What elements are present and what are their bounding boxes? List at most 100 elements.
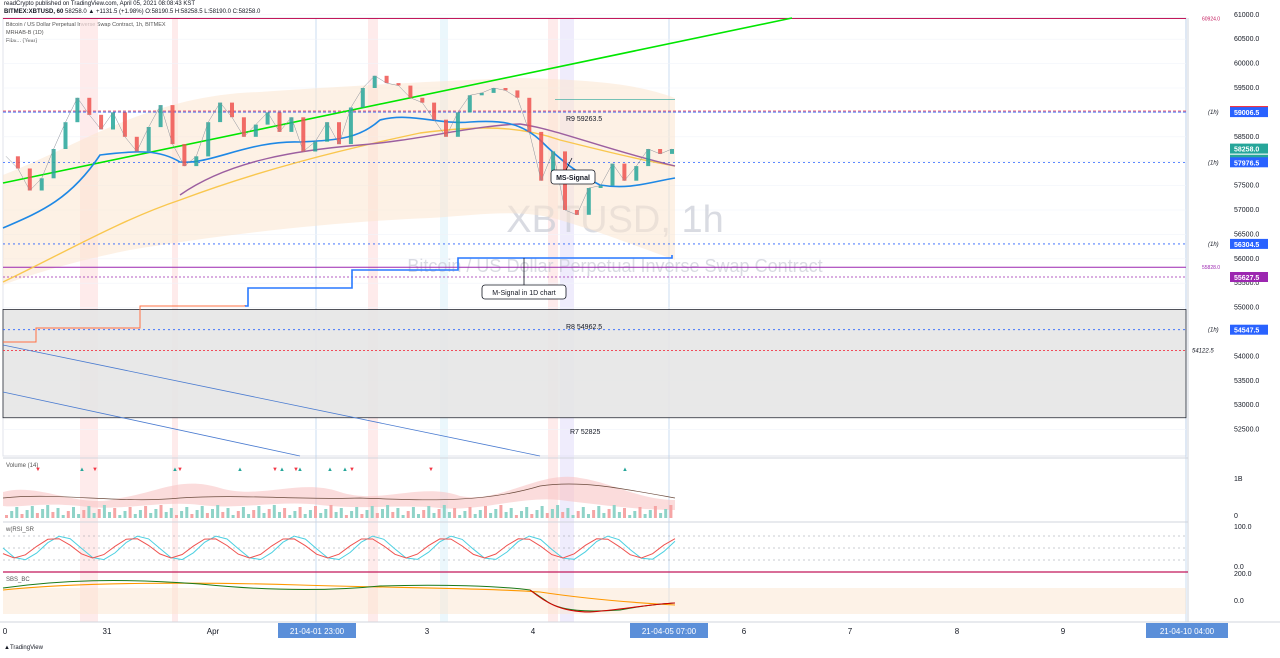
candle-28 <box>337 122 341 145</box>
volume-bar <box>432 513 436 518</box>
price-tick-1: 60500.0 <box>1234 36 1259 43</box>
time-tick-6: 7 <box>848 627 853 636</box>
rsi-tick-low: 0.0 <box>1234 564 1244 571</box>
sbc-orange-line <box>2 582 676 606</box>
volume-bar <box>339 508 343 518</box>
volume-signal-marker: ▲ <box>237 467 243 473</box>
volume-bar <box>643 514 647 518</box>
candle-46 <box>551 151 556 181</box>
volume-bar <box>365 510 369 518</box>
volume-bar <box>324 509 328 518</box>
volume-bar <box>447 512 451 518</box>
legend-mrhab[interactable]: MRHAB-B (1D) <box>6 30 44 36</box>
volume-bar <box>113 508 117 518</box>
volume-bar <box>550 509 554 518</box>
footer-label: TradingView <box>9 645 43 651</box>
volume-bar <box>386 505 390 518</box>
volume-bar <box>102 505 106 518</box>
price-label-bg-2 <box>1230 143 1268 154</box>
rsi-tick-high: 100.0 <box>1234 524 1252 531</box>
candle-41 <box>491 88 496 93</box>
volume-bar <box>46 505 50 518</box>
volume-bar <box>72 507 75 518</box>
volume-signal-marker: ▼ <box>177 467 183 473</box>
level-60924-label: 60924.0 <box>1202 17 1220 23</box>
tag-1h-0: (1h) <box>1208 110 1219 116</box>
sbc-green-line <box>2 580 676 612</box>
volume-bar <box>540 506 544 518</box>
volume-bar <box>427 506 431 518</box>
candle-36 <box>432 102 437 120</box>
candle-1 <box>15 156 20 169</box>
volume-bar <box>252 510 256 518</box>
symbol-name[interactable]: BITMEX:XBTUSD, 60 <box>4 9 64 15</box>
r8-r7-zone <box>2 309 1187 419</box>
price-tick-2: 60000.0 <box>1234 61 1259 68</box>
price-label-bg-6 <box>1230 272 1268 282</box>
sbc-band <box>3 588 1186 614</box>
volume-bar <box>154 509 158 518</box>
volume-bar <box>118 515 122 518</box>
candle-51 <box>610 163 615 186</box>
volume-bar <box>97 509 101 518</box>
candle-34 <box>408 85 413 98</box>
volume-bar <box>77 514 81 518</box>
price-tick-11: 55500.0 <box>1234 280 1259 287</box>
volume-bar <box>344 515 348 518</box>
candle-54 <box>646 149 651 167</box>
candle-5 <box>63 122 68 149</box>
volume-bar <box>458 515 462 518</box>
volume-bar <box>463 511 467 518</box>
volume-bar <box>422 510 426 518</box>
legend-fibs[interactable]: Fibs... (Year) <box>6 38 38 44</box>
candle-48 <box>574 210 579 215</box>
watermark-description: Bitcoin / US Dollar Perpetual Inverse Sw… <box>407 256 822 276</box>
candle-56 <box>670 149 674 154</box>
volume-bar <box>149 513 153 518</box>
candle-19 <box>230 102 234 118</box>
volume-signal-marker: ▲ <box>297 467 303 473</box>
price-tick-7: 57500.0 <box>1234 183 1259 190</box>
volume-bar <box>195 510 199 518</box>
green-trendline <box>2 17 793 184</box>
volume-bar <box>653 506 657 518</box>
volume-bar <box>545 513 549 518</box>
tradingview-logo[interactable]: ▲TradingView <box>4 645 43 651</box>
volume-bar <box>10 511 14 518</box>
volume-bar <box>236 511 240 518</box>
price-label-bg-5 <box>1230 238 1268 249</box>
volume-bar <box>509 508 513 518</box>
volume-bar <box>633 511 637 518</box>
volume-bar <box>108 512 111 518</box>
volume-bar <box>133 514 137 518</box>
volume-bar <box>525 507 529 518</box>
candle-16 <box>194 156 199 167</box>
rsi-signal-line <box>2 538 676 559</box>
volume-bar <box>401 515 405 518</box>
volume-bar <box>411 507 415 518</box>
volume-signal-marker: ▼ <box>35 467 41 473</box>
m-signal-label: M-Signal in 1D chart <box>492 290 555 297</box>
candle-11 <box>134 136 139 152</box>
candle-52 <box>622 163 627 181</box>
volume-bar <box>164 512 168 518</box>
volume-bar <box>566 508 570 518</box>
volume-bar <box>298 507 302 518</box>
volume-bar <box>499 505 503 518</box>
price-label-bg-7 <box>1230 324 1268 335</box>
candle-21 <box>253 124 258 137</box>
price-label-bg-4 <box>1230 157 1268 168</box>
candle-45 <box>539 131 544 181</box>
r8-label: R8 54962.5 <box>566 324 602 331</box>
candle-14 <box>170 105 175 145</box>
ma-yellow <box>2 127 676 283</box>
time-highlight-bg-2 <box>1146 623 1228 638</box>
volume-signal-marker: ▼ <box>272 467 278 473</box>
candle-4 <box>51 149 56 179</box>
volume-bar <box>180 511 184 518</box>
volume-signal-marker: ▲ <box>172 467 178 473</box>
volume-bar <box>571 515 575 518</box>
price-tick-12: 55000.0 <box>1234 305 1259 312</box>
time-tick-7: 8 <box>955 627 960 636</box>
